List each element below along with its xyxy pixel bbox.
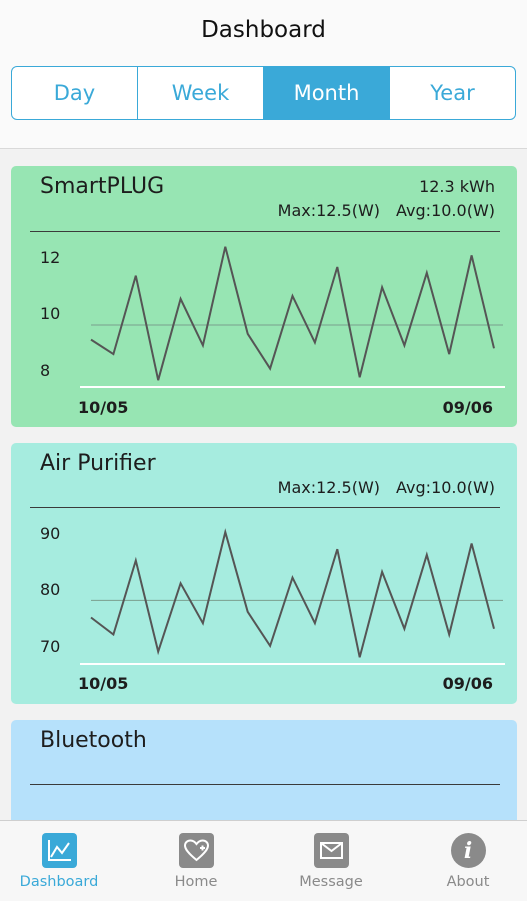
power-line-chart: [80, 528, 505, 665]
y-tick-label: 10: [40, 304, 61, 323]
device-stats: Max:12.5(W) Avg:10.0(W): [262, 201, 495, 220]
nav-label: Home: [174, 874, 218, 890]
nav-label: About: [446, 874, 490, 890]
power-line-chart: [80, 246, 505, 388]
avg-value: Avg:10.0(W): [396, 201, 495, 220]
header-divider: [30, 784, 500, 785]
y-tick-label: 12: [40, 248, 61, 267]
energy-total: 12.3 kWh: [419, 177, 495, 196]
x-end-label: 09/06: [442, 674, 493, 693]
home-heart-icon: [178, 833, 214, 868]
y-tick-label: 80: [40, 580, 61, 599]
device-card-bluetooth[interactable]: Bluetooth: [11, 720, 517, 830]
nav-dashboard[interactable]: Dashboard: [4, 833, 114, 890]
power-series-line: [90, 528, 495, 658]
tab-day[interactable]: Day: [12, 67, 138, 119]
device-name: Bluetooth: [40, 728, 147, 753]
page-title: Dashboard: [201, 17, 326, 43]
header-divider: [30, 507, 500, 508]
x-start-label: 10/05: [78, 674, 129, 693]
bottom-tab-bar: Dashboard Home Message i About: [0, 820, 527, 901]
tab-year[interactable]: Year: [430, 81, 475, 105]
max-value: Max:12.5(W): [277, 478, 381, 497]
message-icon: [313, 833, 349, 868]
tab-month[interactable]: Month: [264, 67, 390, 119]
tab-week[interactable]: Week: [138, 67, 264, 119]
device-card-smartplug[interactable]: SmartPLUG 12.3 kWh Max:12.5(W) Avg:10.0(W…: [11, 166, 517, 427]
avg-value: Avg:10.0(W): [396, 478, 495, 497]
y-tick-label: 90: [40, 524, 61, 543]
nav-home[interactable]: Home: [141, 833, 251, 890]
device-card-air-purifier[interactable]: Air Purifier Max:12.5(W) Avg:10.0(W) 90 8…: [11, 443, 517, 704]
nav-label: Message: [299, 874, 363, 890]
nav-about[interactable]: i About: [413, 833, 523, 890]
power-series-line: [90, 246, 495, 381]
info-icon: i: [450, 833, 486, 868]
header: Dashboard Day Week Month Year: [0, 0, 527, 149]
max-value: Max:12.5(W): [277, 201, 381, 220]
device-name: Air Purifier: [40, 451, 156, 476]
x-end-label: 09/06: [442, 398, 493, 417]
x-start-label: 10/05: [78, 398, 129, 417]
device-stats: Max:12.5(W) Avg:10.0(W): [262, 478, 495, 497]
y-tick-label: 8: [40, 361, 51, 380]
device-name: SmartPLUG: [40, 174, 165, 199]
y-tick-label: 70: [40, 637, 61, 656]
nav-message[interactable]: Message: [276, 833, 386, 890]
header-divider: [30, 231, 500, 232]
nav-label: Dashboard: [19, 874, 99, 890]
period-segmented-control: Day Week Month Year: [11, 66, 516, 120]
dashboard-chart-icon: [41, 833, 77, 868]
